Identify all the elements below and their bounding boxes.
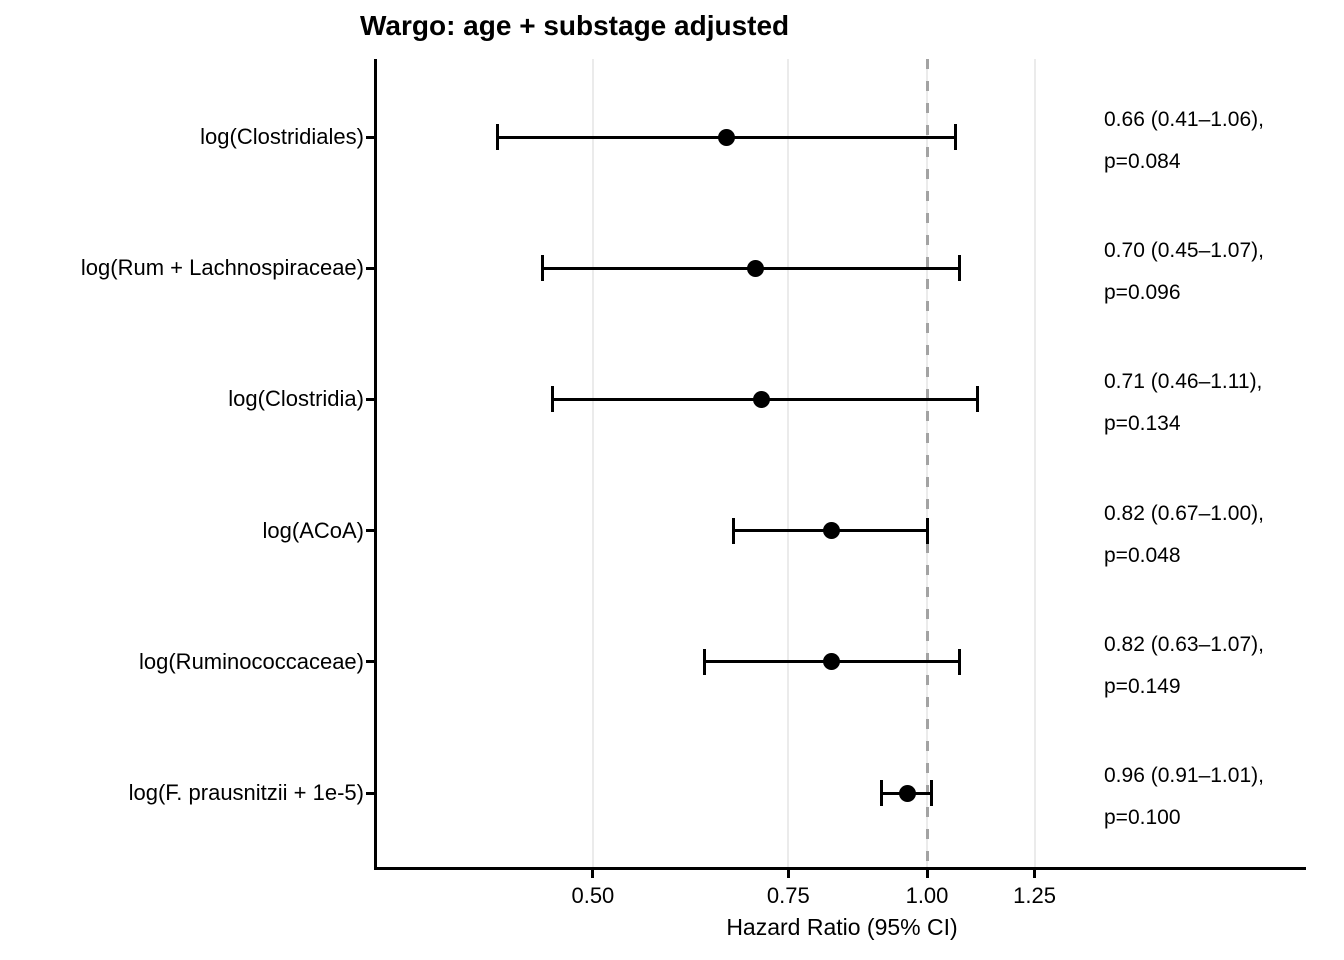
hr-ci-text: 0.96 (0.91–1.01),: [1104, 764, 1264, 787]
ci-cap-upper: [925, 517, 929, 544]
y-axis-tick: [366, 529, 374, 533]
y-axis-tick: [366, 135, 374, 139]
p-value-text: p=0.084: [1104, 150, 1181, 173]
row-label: log(Ruminococcaceae): [139, 648, 364, 674]
x-axis-tick: [591, 870, 595, 878]
p-value-text: p=0.100: [1104, 806, 1181, 829]
hr-ci-text: 0.82 (0.67–1.00),: [1104, 501, 1264, 525]
x-tick-label: 0.50: [571, 883, 615, 908]
ci-cap-upper: [975, 386, 979, 413]
row-label: log(Clostridiales): [200, 124, 364, 149]
row-label: log(Rum + Lachnospiraceae): [80, 255, 364, 281]
x-tick-label: 1.25: [1013, 883, 1056, 908]
x-axis-tick: [925, 870, 929, 878]
ci-cap-lower: [495, 124, 499, 150]
p-value-text: p=0.096: [1104, 281, 1181, 305]
major-gridline: [591, 59, 594, 867]
ci-cap-upper: [958, 648, 962, 675]
hr-ci-text: 0.71 (0.46–1.11),: [1104, 370, 1263, 394]
estimate-annotation: 0.71 (0.46–1.11), p=0.134: [1104, 361, 1262, 445]
ci-cap-upper: [953, 124, 957, 150]
point-estimate-dot: [898, 784, 916, 802]
major-gridline: [1033, 59, 1036, 867]
ci-cap-lower: [732, 517, 736, 544]
y-axis-line: [374, 59, 377, 870]
major-gridline: [787, 59, 790, 867]
x-axis-line: [374, 867, 1306, 870]
estimate-annotation: 0.82 (0.63–1.07), p=0.149: [1104, 624, 1264, 708]
row-label: log(Clostridia): [228, 386, 364, 412]
ci-cap-lower: [551, 386, 555, 413]
y-axis-tick: [366, 660, 374, 664]
ci-cap-upper: [958, 255, 962, 282]
x-axis-tick: [786, 870, 790, 878]
hr-ci-text: 0.70 (0.45–1.07),: [1104, 239, 1264, 263]
plot-title: Wargo: age + substage adjusted: [360, 10, 790, 41]
ci-cap-lower: [540, 255, 544, 282]
point-estimate-dot: [746, 259, 764, 277]
point-estimate-dot: [822, 653, 840, 671]
estimate-annotation: 0.96 (0.91–1.01), p=0.100: [1104, 755, 1264, 839]
point-estimate-dot: [718, 128, 736, 146]
ci-cap-lower: [880, 780, 884, 806]
x-axis-tick: [1033, 870, 1037, 878]
estimate-annotation: 0.70 (0.45–1.07), p=0.096: [1104, 230, 1264, 314]
p-value-text: p=0.048: [1104, 543, 1181, 567]
y-axis-tick: [366, 266, 374, 270]
hr-ci-text: 0.82 (0.63–1.07),: [1104, 632, 1264, 656]
estimate-annotation: 0.66 (0.41–1.06), p=0.084: [1104, 99, 1264, 183]
row-label: log(ACoA): [262, 517, 364, 543]
row-label: log(F. prausnitzii + 1e-5): [128, 780, 364, 805]
ci-cap-upper: [930, 780, 934, 806]
x-tick-label: 1.00: [905, 883, 949, 908]
y-axis-tick: [366, 791, 374, 795]
hr-ci-text: 0.66 (0.41–1.06),: [1104, 108, 1264, 131]
point-estimate-dot: [822, 522, 840, 540]
estimate-annotation: 0.82 (0.67–1.00), p=0.048: [1104, 493, 1264, 577]
p-value-text: p=0.134: [1104, 412, 1181, 436]
x-axis-title: Hazard Ratio (95% CI): [726, 914, 958, 940]
y-axis-tick: [366, 397, 374, 401]
x-tick-label: 0.75: [766, 883, 810, 908]
ci-cap-lower: [702, 648, 706, 675]
reference-line-hr1: [925, 59, 929, 867]
p-value-text: p=0.149: [1104, 674, 1181, 698]
point-estimate-dot: [753, 390, 771, 408]
